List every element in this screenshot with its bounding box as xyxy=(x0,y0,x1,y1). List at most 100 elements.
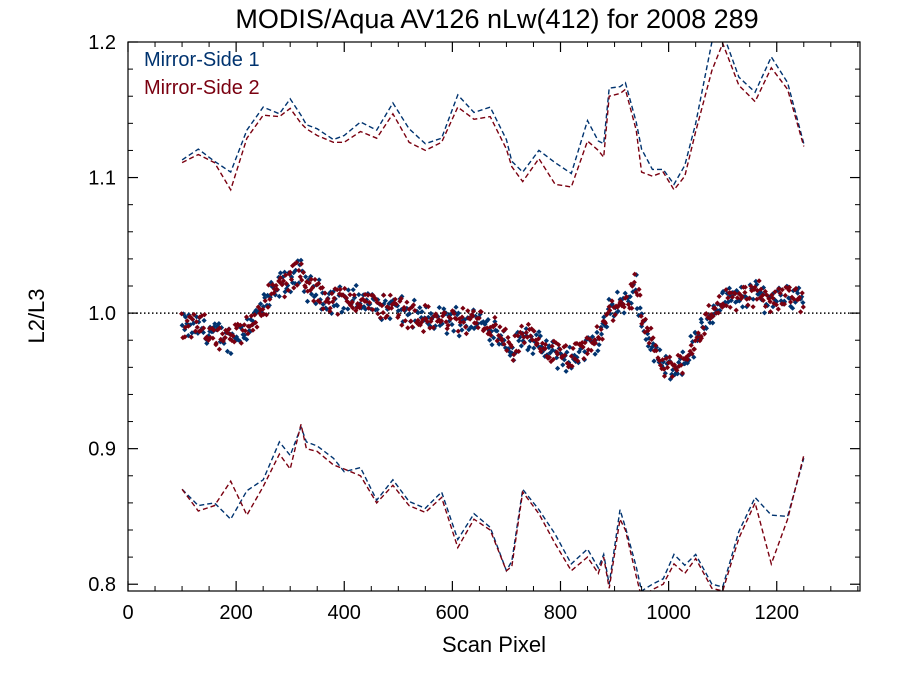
data-point xyxy=(526,344,532,350)
data-point xyxy=(409,324,415,330)
data-point xyxy=(320,301,326,307)
data-point xyxy=(312,276,318,283)
data-point xyxy=(760,285,767,291)
data-point xyxy=(293,267,299,273)
data-point xyxy=(408,318,414,324)
data-point xyxy=(582,340,588,346)
data-point xyxy=(596,336,602,342)
data-point xyxy=(509,350,515,356)
data-point xyxy=(752,284,758,290)
data-point xyxy=(742,284,748,290)
data-point xyxy=(456,333,462,339)
data-point xyxy=(279,282,285,288)
data-point xyxy=(636,286,642,292)
data-point xyxy=(265,304,271,310)
data-point xyxy=(733,307,739,313)
data-point xyxy=(319,285,326,291)
data-point xyxy=(322,290,328,296)
data-point xyxy=(698,316,704,322)
data-point xyxy=(717,307,723,314)
data-point xyxy=(667,376,673,382)
data-point xyxy=(188,314,194,320)
data-point xyxy=(506,349,512,355)
data-point xyxy=(294,260,300,266)
data-point xyxy=(602,320,609,326)
data-point xyxy=(703,325,709,331)
data-point xyxy=(345,306,351,312)
data-point xyxy=(576,349,582,355)
data-point xyxy=(639,311,645,317)
data-point xyxy=(226,326,232,332)
data-point xyxy=(473,320,479,326)
data-point xyxy=(578,346,584,352)
data-point xyxy=(726,285,732,291)
data-point xyxy=(453,304,459,310)
data-point xyxy=(594,324,600,330)
data-point xyxy=(428,310,434,317)
data-point xyxy=(297,274,303,280)
data-point xyxy=(218,336,224,342)
data-point xyxy=(562,352,568,358)
data-point xyxy=(725,299,731,305)
data-point xyxy=(446,314,452,320)
data-point xyxy=(645,343,651,349)
data-point xyxy=(711,311,717,317)
data-point xyxy=(443,319,449,325)
data-point xyxy=(254,324,260,330)
data-point xyxy=(411,297,417,303)
data-point xyxy=(764,292,770,298)
data-point xyxy=(201,325,207,331)
data-point xyxy=(550,356,556,362)
data-point xyxy=(245,331,251,337)
data-point xyxy=(560,362,566,368)
data-point xyxy=(302,284,309,290)
data-point xyxy=(505,334,511,341)
data-point xyxy=(186,312,192,318)
data-point xyxy=(261,311,267,317)
y-tick-label: 1.2 xyxy=(88,32,116,54)
data-point xyxy=(527,338,533,344)
data-point xyxy=(536,329,542,335)
data-point xyxy=(599,336,605,342)
data-point xyxy=(384,313,390,319)
data-point xyxy=(448,311,454,317)
data-point xyxy=(487,324,493,330)
data-point xyxy=(262,295,268,301)
data-point xyxy=(677,353,683,360)
chart-title: MODIS/Aqua AV126 nLw(412) for 2008 289 xyxy=(235,4,758,34)
data-point xyxy=(786,287,792,293)
data-point xyxy=(258,301,264,307)
data-point xyxy=(451,328,457,334)
data-point xyxy=(311,294,317,300)
data-point xyxy=(631,279,637,285)
data-point xyxy=(266,302,272,308)
data-point xyxy=(756,278,762,284)
data-point xyxy=(653,342,659,349)
data-point xyxy=(311,298,317,304)
data-point xyxy=(554,351,561,357)
data-point xyxy=(754,287,760,294)
data-point xyxy=(504,347,510,354)
data-point xyxy=(240,327,246,333)
data-point xyxy=(715,310,721,316)
data-point xyxy=(517,334,523,340)
data-point xyxy=(519,323,525,329)
data-point xyxy=(366,300,373,306)
data-point xyxy=(499,337,505,343)
data-point xyxy=(688,333,694,339)
data-point xyxy=(284,286,290,292)
data-point xyxy=(561,344,567,350)
data-point xyxy=(523,330,529,336)
data-point xyxy=(762,288,768,295)
data-point xyxy=(267,296,273,302)
data-point xyxy=(335,311,341,317)
data-point xyxy=(734,288,740,294)
data-point xyxy=(777,290,783,296)
data-point xyxy=(422,302,428,308)
plot-area xyxy=(128,42,860,591)
data-point xyxy=(674,367,680,373)
data-point xyxy=(415,310,421,316)
data-point xyxy=(393,301,399,307)
data-point xyxy=(750,296,756,302)
data-point xyxy=(304,279,310,285)
